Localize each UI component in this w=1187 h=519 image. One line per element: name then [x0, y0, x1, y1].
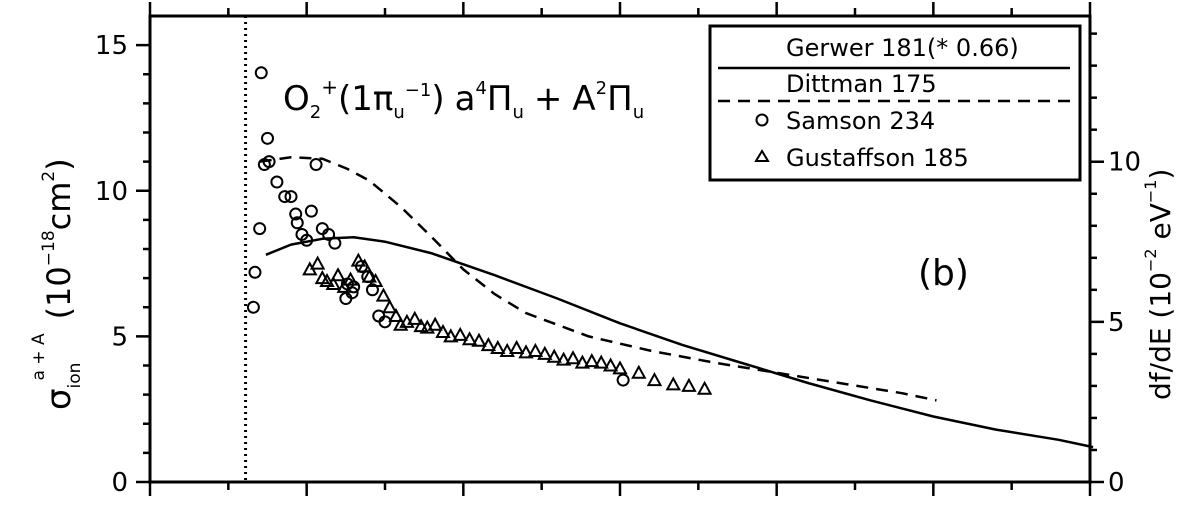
ann-base-sub: 2: [310, 102, 321, 123]
y-label-sup: a + A: [29, 333, 49, 380]
gustaffson-point: [429, 319, 441, 330]
samson-point: [248, 302, 259, 313]
legend-label-samson: Samson 234: [786, 107, 935, 135]
ann-orbital-sup: −1: [405, 80, 432, 101]
y-tick-label-right: 10: [1108, 148, 1141, 178]
y2-label-tail: eV: [1144, 203, 1177, 248]
y-tick-label-right: 5: [1108, 308, 1125, 338]
y-label-close: ): [40, 158, 78, 170]
gustaffson-point: [312, 258, 324, 269]
y-axis-label-right: df/dE (10−2 eV−1): [1141, 169, 1177, 400]
legend-label-dittman: Dittman 175: [786, 70, 937, 98]
samson-point: [249, 267, 260, 278]
y2-label-tail-sup: −1: [1141, 180, 1160, 204]
ann-close: ): [431, 79, 444, 119]
y2-label-text: df/dE (10: [1144, 272, 1177, 400]
ann-plus: +: [534, 79, 563, 119]
gustaffson-point: [667, 378, 679, 389]
y-ticks-right: 0 5 10: [1090, 34, 1141, 498]
panel-label: (b): [918, 253, 969, 294]
y-tick-label-left: 15: [95, 31, 128, 61]
svg-text:df/dE (10−2 eV−1): df/dE (10−2 eV−1): [1141, 169, 1177, 400]
legend: Gerwer 181(* 0.66) Dittman 175 Samson 23…: [710, 26, 1080, 180]
series-line-0: [266, 237, 1093, 447]
gustaffson-point: [473, 335, 485, 346]
ann-state1: a: [455, 79, 476, 119]
gustaffson-point: [595, 357, 607, 368]
svg-text:σiona + A(10−18cm2): σion a + A (10−18cm2): [29, 158, 85, 410]
samson-point: [254, 223, 265, 234]
y2-label-exp: −2: [1141, 248, 1160, 272]
y2-label-close: ): [1144, 169, 1177, 180]
gustaffson-point: [699, 383, 711, 394]
samson-point: [256, 67, 267, 78]
y-tick-label-left: 5: [111, 322, 128, 352]
y-label-sub: ion: [65, 363, 85, 389]
y-label-unit-exp: −18: [39, 230, 59, 266]
ann-charge: +: [321, 75, 338, 99]
gustaffson-point: [454, 329, 466, 340]
y-tick-label-right: 0: [1108, 468, 1125, 498]
gustaffson-point: [511, 342, 523, 353]
gustaffson-point: [384, 301, 396, 312]
y-label-unit-tail: cm: [40, 182, 78, 231]
ann-state2: A: [572, 79, 595, 119]
gustaffson-point: [529, 345, 541, 356]
samson-point: [262, 133, 273, 144]
samson-point: [306, 206, 317, 217]
gustaffson-point: [332, 269, 344, 280]
gustaffson-point: [633, 367, 645, 378]
y-ticks-left: 0 5 10 15: [95, 31, 150, 498]
ann-state2-sup: 2: [596, 78, 607, 99]
samson-point: [618, 375, 629, 386]
gustaffson-point: [377, 290, 389, 301]
y-label-sigma: σ: [39, 388, 79, 410]
gustaffson-point: [648, 374, 660, 385]
ann-state1-sym: Π: [487, 79, 513, 119]
samson-point: [311, 159, 322, 170]
ann-state1-sup: 4: [475, 78, 486, 99]
ann-orbital: (1π: [338, 79, 393, 119]
state-annotation: O2+(1πu−1) a4Πu + A2Πu: [283, 75, 644, 123]
ann-state1-sub: u: [512, 102, 523, 123]
legend-label-gustaffson: Gustaffson 185: [786, 144, 969, 172]
y-tick-label-left: 10: [95, 177, 128, 207]
legend-label-gerwer: Gerwer 181(* 0.66): [786, 34, 1019, 62]
ann-orbital-sub: u: [393, 102, 404, 123]
y-label-unit: (10: [40, 266, 78, 319]
y-label-unit-tail-sup: 2: [39, 171, 59, 182]
y-axis-label-left: σion a + A (10−18cm2): [29, 158, 85, 410]
samson-point: [271, 177, 282, 188]
series-lines: [260, 157, 1093, 447]
gustaffson-point: [683, 380, 695, 391]
ann-state2-sub: u: [633, 102, 644, 123]
ann-state2-sym: Π: [607, 79, 633, 119]
gustaffson-point: [567, 352, 579, 363]
y-tick-label-left: 0: [111, 468, 128, 498]
ann-base: O: [283, 79, 310, 119]
